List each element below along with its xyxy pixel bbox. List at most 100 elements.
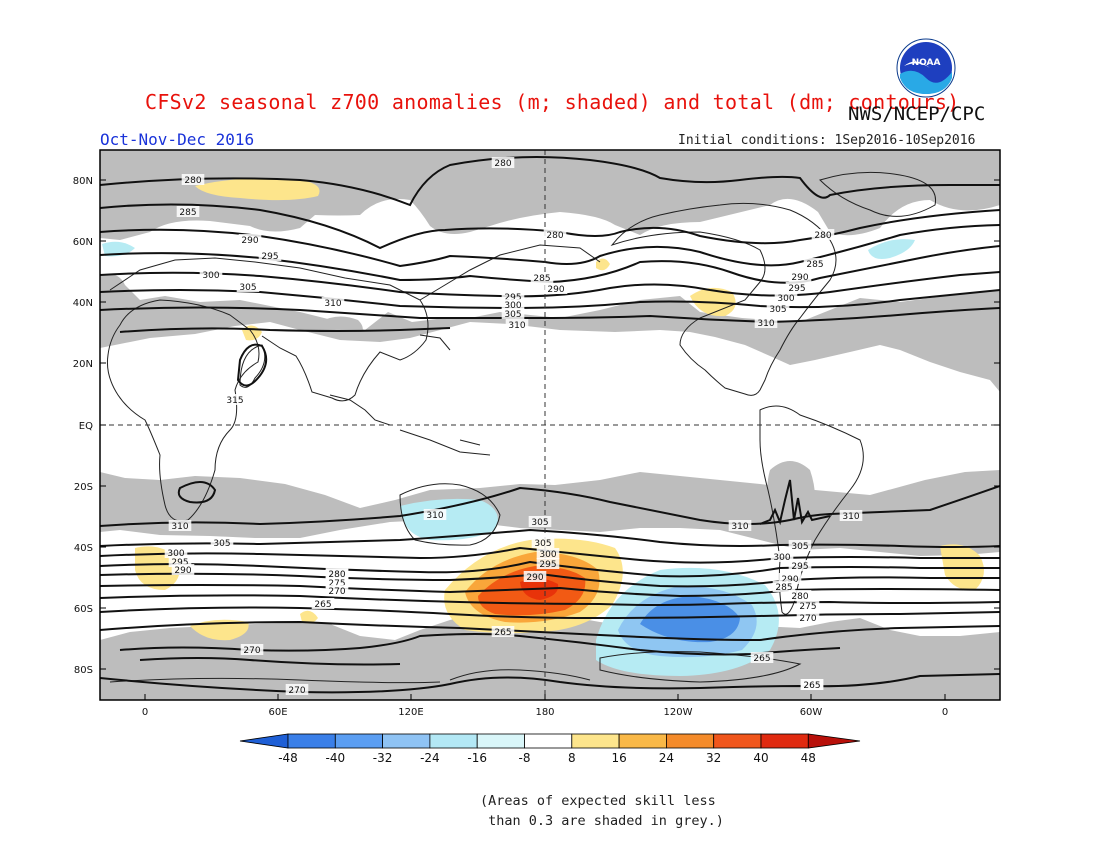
contour-label: 290 [547, 285, 564, 295]
contour-label: 290 [241, 236, 258, 246]
contour-label-bg [199, 269, 223, 280]
contour-label: 295 [791, 562, 808, 572]
contour-label-bg [285, 684, 309, 695]
contour-label-bg [168, 520, 192, 531]
contour-label-bg [423, 509, 447, 520]
contour-label: 265 [314, 600, 331, 610]
contour-label: 295 [788, 284, 805, 294]
lon-label: 0 [942, 707, 948, 718]
contour-label: 295 [504, 293, 521, 303]
contour-label-bg [501, 308, 525, 319]
contour-label-bg [778, 573, 802, 584]
contour-label: 285 [533, 274, 550, 284]
contour-label-bg [325, 568, 349, 579]
colorbar-label: 8 [568, 751, 576, 765]
contour-label: 285 [806, 260, 823, 270]
contour-label-bg [164, 547, 188, 558]
contour-label: 310 [171, 522, 188, 532]
colorbar-arrow-right [807, 733, 861, 749]
colorbar-swatch [666, 733, 715, 749]
colorbar-label: -32 [373, 751, 393, 765]
contour-label: 310 [842, 512, 859, 522]
longitude-axis: 0 60E 120E 180 120W 60W 0 [142, 694, 948, 718]
lat-label: 40S [74, 543, 93, 554]
lat-label: 60N [73, 237, 93, 248]
contour-label: 300 [539, 550, 556, 560]
contour-label: 300 [773, 553, 790, 563]
lat-label: EQ [79, 421, 93, 432]
contour-label-bg [785, 282, 809, 293]
season-label: Oct-Nov-Dec 2016 [100, 130, 255, 149]
contour-label: 310 [508, 321, 525, 331]
initial-conditions-label: Initial conditions: 1Sep2016-10Sep2016 [678, 133, 976, 148]
contour-label-bg [168, 556, 192, 567]
agency-label: NWS/NCEP/CPC [848, 103, 986, 125]
colorbar-swatch [287, 733, 336, 749]
lat-label: 40N [73, 298, 93, 309]
contour-label-bg [788, 560, 812, 571]
contour-label: 305 [213, 539, 230, 549]
contour-label: 290 [781, 575, 798, 585]
contour-labels: 2802802852902953003053102802852902953003… [164, 157, 863, 696]
lat-label: 80S [74, 665, 93, 676]
colorbar-label: -40 [325, 751, 345, 765]
contour-label-bg [325, 577, 349, 588]
skill-note-line1: (Areas of expected skill less [480, 793, 716, 809]
contour-label-bg [491, 157, 515, 168]
lon-label: 180 [535, 707, 554, 718]
contour-label: 305 [534, 539, 551, 549]
colorbar-swatch [524, 733, 573, 749]
contour-label: 300 [167, 549, 184, 559]
colorbar-label: -48 [278, 751, 298, 765]
contour-label-bg [803, 258, 827, 269]
contour-label-bg [788, 590, 812, 601]
colorbar-label: -8 [519, 751, 531, 765]
contour-label: 280 [791, 592, 808, 602]
contour-label: 275 [328, 579, 345, 589]
contour-label-bg [796, 612, 820, 623]
contour-label-bg [839, 510, 863, 521]
contour-label-bg [788, 540, 812, 551]
contour-label-bg [766, 303, 790, 314]
lon-label: 0 [142, 707, 148, 718]
contour-label: 280 [494, 159, 511, 169]
lon-label: 60W [800, 707, 823, 718]
contour-label: 275 [799, 602, 816, 612]
skill-note-line2: than 0.3 are shaded in grey.) [480, 813, 724, 829]
contour-label-bg [258, 250, 282, 261]
contour-label-bg [536, 548, 560, 559]
contour-label: 270 [288, 686, 305, 696]
contour-label-bg [544, 283, 568, 294]
contour-label: 305 [239, 283, 256, 293]
contour-label-bg [491, 626, 515, 637]
contour-label-bg [770, 551, 794, 562]
contour-label-bg [505, 319, 529, 330]
colorbar-swatch [618, 733, 667, 749]
contour-label-bg [528, 516, 552, 527]
logo-text: NOAA [912, 58, 941, 68]
lat-label: 20N [73, 359, 93, 370]
contour-label: 270 [328, 587, 345, 597]
contour-label-bg [796, 600, 820, 611]
contour-label: 285 [179, 208, 196, 218]
colorbar-label: 40 [753, 751, 768, 765]
contour-label: 300 [202, 271, 219, 281]
contour-label-bg [536, 558, 560, 569]
noaa-logo: NOAA [896, 38, 956, 98]
contour-label: 285 [775, 583, 792, 593]
contour-label: 280 [328, 570, 345, 580]
contour-label: 290 [526, 573, 543, 583]
contour-label-bg [754, 317, 778, 328]
contour-label-bg [543, 229, 567, 240]
contour-label: 315 [226, 396, 243, 406]
colorbar-swatch [713, 733, 762, 749]
contour-label-bg [325, 585, 349, 596]
contour-label: 265 [494, 628, 511, 638]
contour-label: 265 [753, 654, 770, 664]
contour-label-bg [750, 652, 774, 663]
contour-label: 295 [171, 558, 188, 568]
colorbar-label: -16 [467, 751, 487, 765]
contour-label-bg [171, 564, 195, 575]
contour-label-bg [811, 229, 835, 240]
